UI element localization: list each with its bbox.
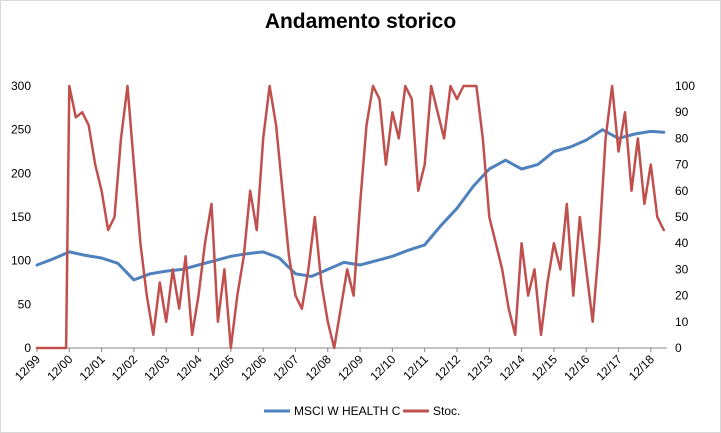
x-tick-label: 12/13 <box>464 352 495 383</box>
x-tick-label: 12/14 <box>497 352 528 383</box>
x-tick-label: 12/01 <box>77 352 108 383</box>
x-tick-label: 12/15 <box>529 352 560 383</box>
x-tick-label: 12/02 <box>109 352 140 383</box>
x-tick-label: 12/07 <box>270 352 301 383</box>
x-tick-label: 12/17 <box>594 352 625 383</box>
x-tick-label: 12/06 <box>238 352 269 383</box>
axes: 0 50 100 150 200 250 300 0 10 20 30 40 50 60 70 80 90 100… <box>11 79 695 383</box>
x-tick-label: 12/11 <box>400 352 431 383</box>
chart-title: Andamento storico <box>264 10 457 33</box>
y-left-tick-label: 300 <box>11 79 31 93</box>
x-tick-label: 12/18 <box>626 352 657 383</box>
legend-label-msci: MSCI W HEALTH C <box>294 404 401 418</box>
y-left-tick-label: 50 <box>18 297 32 311</box>
y-right-tick-label: 10 <box>675 315 689 329</box>
y-left-tick-label: 0 <box>24 341 31 355</box>
y-left-tick-label: 150 <box>11 210 31 224</box>
x-tick-label: 12/04 <box>174 352 205 383</box>
x-tick-label: 12/09 <box>335 352 366 383</box>
y-right-tick-label: 70 <box>675 158 689 172</box>
y-right-tick-label: 60 <box>675 184 689 198</box>
x-tick-label: 12/00 <box>44 352 75 383</box>
y-right-tick-label: 90 <box>675 105 689 119</box>
legend: MSCI W HEALTH C Stoc. <box>264 404 460 418</box>
x-tick-label: 12/99 <box>12 352 43 383</box>
y-right-tick-label: 40 <box>675 236 689 250</box>
y-right-tick-label: 30 <box>675 262 689 276</box>
y-right-tick-label: 80 <box>675 131 689 145</box>
series-group <box>35 84 666 350</box>
y-left-tick-label: 250 <box>11 123 31 137</box>
x-tick-label: 12/12 <box>432 352 463 383</box>
y-left-tick-label: 200 <box>11 166 31 180</box>
legend-label-stoc: Stoc. <box>433 404 460 418</box>
y-right-tick-label: 100 <box>675 79 695 93</box>
series-line-msci <box>35 128 666 282</box>
x-tick-label: 12/08 <box>303 352 334 383</box>
x-tick-label: 12/03 <box>141 352 172 383</box>
y-right-tick-label: 0 <box>675 341 682 355</box>
y-right-tick-label: 50 <box>675 210 689 224</box>
x-tick-label: 12/05 <box>206 352 237 383</box>
y-left-tick-label: 100 <box>11 254 31 268</box>
y-right-tick-label: 20 <box>675 289 689 303</box>
x-tick-label: 12/16 <box>561 352 592 383</box>
x-tick-label: 12/10 <box>367 352 398 383</box>
series-line-stoc <box>35 84 666 350</box>
